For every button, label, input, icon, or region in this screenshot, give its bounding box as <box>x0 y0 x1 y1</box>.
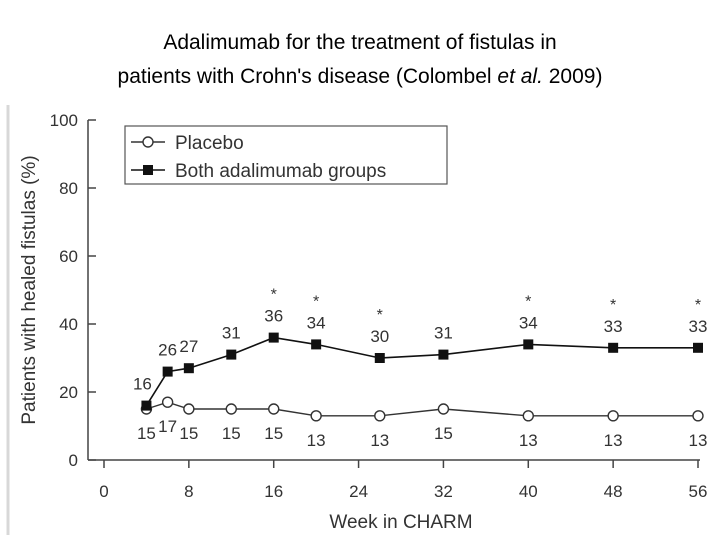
x-tick-label: 32 <box>434 482 453 501</box>
y-tick-label: 60 <box>59 247 78 266</box>
x-tick-label: 16 <box>264 482 283 501</box>
placebo-data-label: 13 <box>370 431 389 450</box>
legend-adalimumab-marker <box>143 165 153 175</box>
placebo-data-label: 15 <box>434 424 453 443</box>
adalimumab-point <box>608 342 619 353</box>
title-line-1: Adalimumab for the treatment of fistulas… <box>163 31 557 54</box>
legend-placebo-label: Placebo <box>175 133 244 154</box>
placebo-point <box>183 403 195 415</box>
title-line-2: patients with Crohn's disease (Colombel … <box>0 60 720 94</box>
adalimumab-point <box>268 332 279 343</box>
placebo-point <box>161 396 174 408</box>
y-tick-label: 100 <box>50 111 78 130</box>
x-axis-title: Week in CHARM <box>329 512 472 533</box>
legend-box <box>124 125 448 185</box>
adalimumab-point <box>523 339 534 350</box>
significance-star: * <box>313 293 319 310</box>
y-tick-label: 0 <box>69 451 78 470</box>
adalimumab-data-label: 31 <box>434 324 453 343</box>
significance-star: * <box>271 287 277 304</box>
placebo-data-label: 15 <box>222 424 241 443</box>
legend-adalimumab-label: Both adalimumab groups <box>175 161 386 182</box>
significance-star: * <box>610 297 616 314</box>
y-tick-label: 80 <box>59 179 78 198</box>
adalimumab-data-label: 16 <box>133 375 152 394</box>
adalimumab-data-label: 31 <box>222 324 241 343</box>
adalimumab-point <box>141 400 152 411</box>
placebo-data-label: 15 <box>137 424 156 443</box>
placebo-point <box>374 410 386 422</box>
adalimumab-point <box>438 349 449 360</box>
adalimumab-data-label: 34 <box>519 313 538 332</box>
adalimumab-point <box>693 342 703 353</box>
healing-line-chart: 0 20 40 60 80 100 0 8 16 24 32 40 48 56 Patients with… <box>6 105 708 535</box>
placebo-data-label: 17 <box>158 417 177 436</box>
adalimumab-data-label: 34 <box>307 313 326 332</box>
x-tick-label: 8 <box>184 482 193 501</box>
title-line-2-italic: et al. <box>497 65 543 88</box>
chart-axes <box>87 120 700 461</box>
y-tick-label: 20 <box>59 383 78 402</box>
placebo-data-label: 13 <box>604 431 623 450</box>
legend-placebo-marker <box>142 136 154 148</box>
x-tick-label: 0 <box>99 482 108 501</box>
x-tick-label: 40 <box>519 482 538 501</box>
adalimumab-point <box>374 353 385 363</box>
series-layer <box>140 332 704 422</box>
adalimumab-data-label: 36 <box>264 307 283 326</box>
y-tick-label: 40 <box>59 315 78 334</box>
adalimumab-data-label: 33 <box>604 317 623 336</box>
significance-star: * <box>695 297 701 314</box>
placebo-data-label: 15 <box>264 424 283 443</box>
placebo-point <box>437 403 450 415</box>
legend: Placebo Both adalimumab groups <box>124 125 448 185</box>
adalimumab-data-label: 30 <box>370 327 389 346</box>
adalimumab-point <box>311 339 322 350</box>
placebo-point <box>522 410 534 422</box>
adalimumab-point <box>183 363 194 374</box>
placebo-data-label: 13 <box>519 431 538 450</box>
title-line-2-prefix: patients with Crohn's disease (Colombel <box>117 65 498 88</box>
placebo-point <box>607 410 619 422</box>
placebo-data-label: 15 <box>179 424 198 443</box>
placebo-data-label: 13 <box>307 431 326 450</box>
placebo-point <box>692 410 704 422</box>
placebo-point <box>225 403 237 415</box>
adalimumab-data-label: 26 <box>158 341 177 360</box>
y-axis-title: Patients with healed fistulas (%) <box>19 155 40 424</box>
placebo-point <box>310 410 322 422</box>
adalimumab-data-label: 27 <box>179 337 198 356</box>
x-tick-label: 48 <box>604 482 623 501</box>
significance-markers: * * * * * * <box>271 287 702 324</box>
adalimumab-point <box>226 349 237 360</box>
placebo-data-label: 13 <box>689 431 708 450</box>
x-tick-label: 24 <box>349 482 368 501</box>
adalimumab-data-label: 33 <box>689 317 708 336</box>
placebo-point <box>268 403 280 415</box>
significance-star: * <box>525 293 531 310</box>
significance-star: * <box>377 307 383 324</box>
axis-ticks: 0 20 40 60 80 100 0 8 16 24 32 40 48 56 <box>50 111 708 501</box>
adalimumab-point <box>162 366 173 377</box>
title-line-2-suffix: 2009) <box>542 65 603 88</box>
slide-title: Adalimumab for the treatment of fistulas… <box>0 26 720 94</box>
x-tick-label: 56 <box>689 482 708 501</box>
